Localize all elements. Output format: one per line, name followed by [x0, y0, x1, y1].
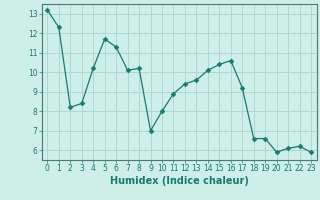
X-axis label: Humidex (Indice chaleur): Humidex (Indice chaleur) — [110, 176, 249, 186]
